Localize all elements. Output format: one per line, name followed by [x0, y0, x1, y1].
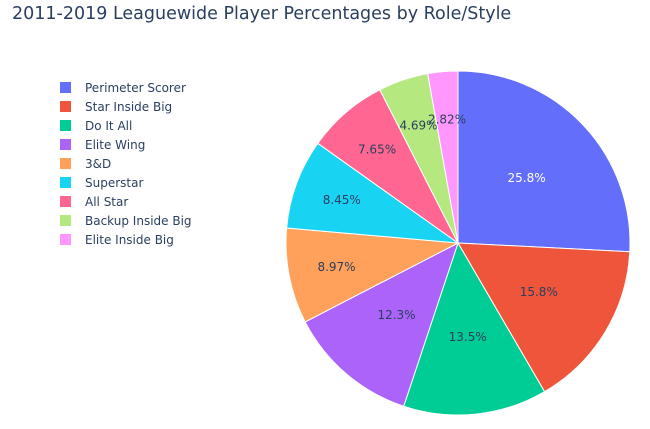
- legend-item-elite-wing[interactable]: Elite Wing: [60, 135, 192, 154]
- slice-percent-label: 7.65%: [358, 142, 396, 156]
- legend-swatch: [60, 139, 71, 150]
- slice-percent-label: 12.3%: [377, 308, 415, 322]
- pie-slice-do-it-all[interactable]: [403, 241, 546, 416]
- slice-percent-label: 25.8%: [508, 171, 546, 185]
- legend-swatch: [60, 234, 71, 245]
- legend-item-superstar[interactable]: Superstar: [60, 173, 192, 192]
- legend-item-3-and-d[interactable]: 3&D: [60, 154, 192, 173]
- legend-swatch: [60, 215, 71, 226]
- legend-swatch: [60, 101, 71, 112]
- legend-label: Star Inside Big: [85, 99, 173, 114]
- legend-label: 3&D: [85, 156, 112, 171]
- pie-slice-superstar[interactable]: [286, 142, 460, 244]
- legend-item-elite-inside-big[interactable]: Elite Inside Big: [60, 230, 192, 249]
- pie-slice-star-inside-big[interactable]: [457, 242, 631, 393]
- chart-title: 2011-2019 Leaguewide Player Percentages …: [12, 4, 512, 24]
- legend-label: Elite Inside Big: [85, 232, 174, 247]
- slice-percent-label: 4.69%: [399, 119, 437, 133]
- legend-item-backup-inside-big[interactable]: Backup Inside Big: [60, 211, 192, 230]
- legend-label: All Star: [85, 194, 129, 209]
- legend-swatch: [60, 177, 71, 188]
- legend-item-star-inside-big[interactable]: Star Inside Big: [60, 97, 192, 116]
- slice-percent-label: 8.97%: [317, 260, 355, 274]
- slice-percent-label: 2.82%: [428, 113, 466, 127]
- pie-slice-3-d[interactable]: [285, 227, 460, 323]
- legend-label: Elite Wing: [85, 137, 146, 152]
- legend-item-perimeter-scorer[interactable]: Perimeter Scorer: [60, 78, 192, 97]
- legend: Perimeter Scorer Star Inside Big Do It A…: [60, 78, 192, 249]
- pie-slice-elite-inside-big[interactable]: [427, 70, 459, 244]
- legend-swatch: [60, 120, 71, 131]
- legend-label: Do It All: [85, 118, 133, 133]
- legend-item-all-star[interactable]: All Star: [60, 192, 192, 211]
- legend-label: Perimeter Scorer: [85, 80, 186, 95]
- legend-label: Backup Inside Big: [85, 213, 192, 228]
- legend-swatch: [60, 196, 71, 207]
- legend-item-do-it-all[interactable]: Do It All: [60, 116, 192, 135]
- legend-swatch: [60, 158, 71, 169]
- slice-percent-label: 15.8%: [520, 285, 558, 299]
- pie-slice-elite-wing[interactable]: [304, 241, 459, 407]
- legend-swatch: [60, 82, 71, 93]
- legend-label: Superstar: [85, 175, 144, 190]
- slice-percent-label: 8.45%: [323, 193, 361, 207]
- pie-slice-perimeter-scorer[interactable]: [457, 70, 631, 253]
- slice-percent-label: 13.5%: [449, 330, 487, 344]
